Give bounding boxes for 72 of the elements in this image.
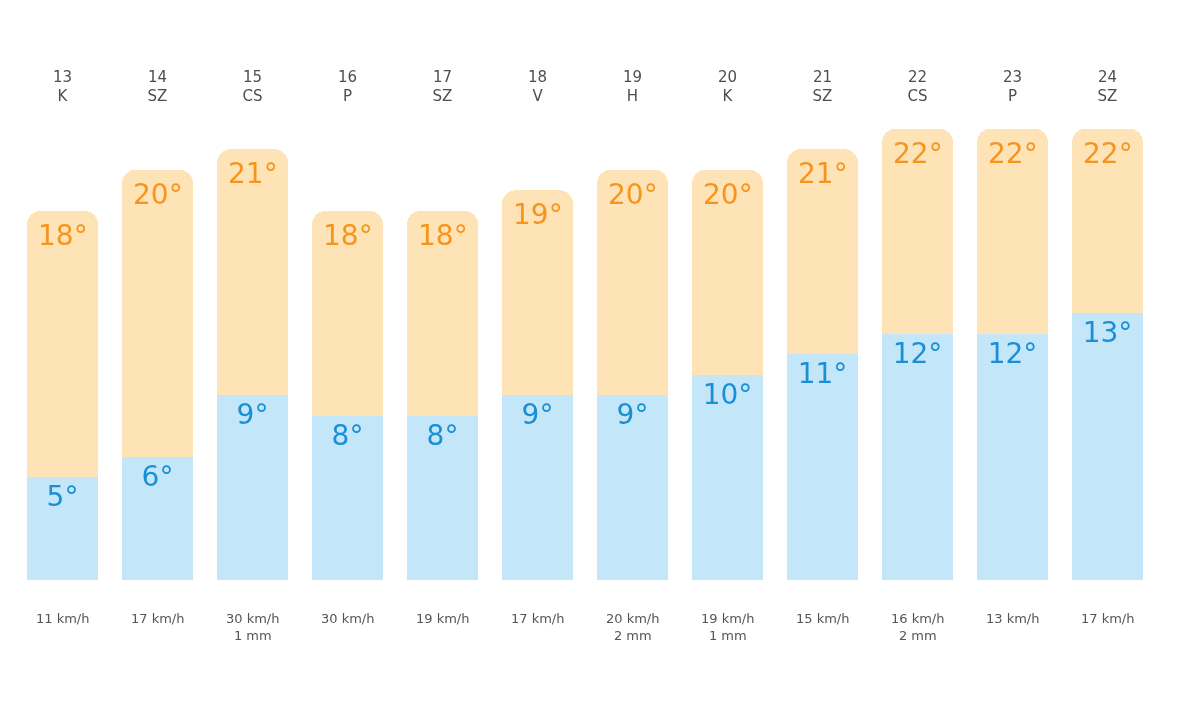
x-tick-label: 21 SZ	[812, 67, 833, 105]
bar	[121, 169, 194, 457]
data-label: 12°	[987, 336, 1038, 370]
bar	[406, 210, 479, 416]
x-tick-label: 17 SZ	[432, 67, 453, 105]
x-tick-label: 19 H	[622, 67, 643, 105]
data-label: 9°	[521, 398, 554, 432]
x-tick-label: 14 SZ	[147, 67, 168, 105]
bar	[406, 415, 479, 580]
text: 17 km/h	[131, 611, 185, 626]
bar	[216, 395, 289, 580]
bar	[501, 395, 574, 580]
bar	[311, 210, 384, 416]
x-tick-label: 24 SZ	[1097, 67, 1118, 105]
data-label: 5°	[46, 480, 79, 514]
total-label: 22°	[1083, 137, 1133, 170]
bar	[691, 169, 764, 375]
x-tick-label: 15 CS	[242, 67, 263, 105]
text: 13 km/h	[986, 611, 1040, 626]
bar	[26, 477, 99, 580]
x-tick-label: 23 P	[1002, 67, 1023, 105]
x-tick-label: 16 P	[337, 67, 358, 105]
total-label: 21°	[798, 157, 848, 190]
x-tick-label: 13 K	[52, 67, 73, 105]
bar	[1071, 313, 1144, 580]
bar	[1071, 128, 1144, 314]
text: 11 km/h	[36, 611, 90, 626]
bar	[691, 374, 764, 580]
data-label: 11°	[797, 357, 848, 391]
text: 16 km/h 2 mm	[891, 611, 945, 643]
total-label: 18°	[38, 219, 88, 252]
total-label: 22°	[893, 137, 943, 170]
text: 17 km/h	[1081, 611, 1135, 626]
total-label: 18°	[418, 219, 468, 252]
data-label: 8°	[331, 418, 364, 452]
text: 19 km/h	[416, 611, 470, 626]
total-label: 21°	[228, 157, 278, 190]
total-label: 18°	[323, 219, 373, 252]
bar	[976, 128, 1049, 334]
bar	[216, 149, 289, 396]
text: 30 km/h	[321, 611, 375, 626]
x-tick-label: 18 V	[527, 67, 548, 105]
bar	[311, 415, 384, 580]
data-label: 9°	[616, 398, 649, 432]
data-label: 6°	[141, 459, 174, 493]
total-label: 22°	[988, 137, 1038, 170]
text: 20 km/h 2 mm	[606, 611, 660, 643]
bar	[121, 456, 194, 580]
text: 30 km/h 1 mm	[226, 611, 280, 643]
bar	[596, 395, 669, 580]
text: 15 km/h	[796, 611, 850, 626]
data-label: 10°	[702, 377, 753, 411]
total-label: 20°	[133, 178, 183, 211]
total-label: 20°	[703, 178, 753, 211]
bar	[786, 149, 859, 355]
bar	[596, 169, 669, 396]
bar	[881, 333, 954, 580]
text: 17 km/h	[511, 611, 565, 626]
bar	[786, 354, 859, 580]
text: 19 km/h 1 mm	[701, 611, 755, 643]
data-label: 13°	[1082, 316, 1133, 350]
data-label: 9°	[236, 398, 269, 432]
x-tick-label: 22 CS	[907, 67, 928, 105]
bar	[881, 128, 954, 334]
data-label: 12°	[892, 336, 943, 370]
bar	[976, 333, 1049, 580]
total-label: 19°	[513, 198, 563, 231]
total-label: 20°	[608, 178, 658, 211]
data-label: 8°	[426, 418, 459, 452]
x-tick-label: 20 K	[717, 67, 738, 105]
bar	[501, 190, 574, 396]
bar	[26, 210, 99, 478]
